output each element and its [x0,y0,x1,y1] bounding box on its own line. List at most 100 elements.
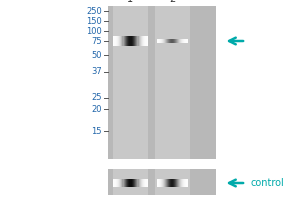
Bar [172,39,174,43]
Bar [142,36,143,46]
Bar [160,179,161,187]
Text: 100: 100 [86,26,102,36]
Bar [135,36,136,46]
Bar [125,36,126,46]
Bar [158,179,160,187]
Bar [121,179,123,187]
Bar [108,6,216,159]
Bar [164,179,166,187]
Bar [124,179,125,187]
Bar [187,179,188,187]
Bar [155,169,190,195]
Bar [184,39,185,43]
Bar [163,179,164,187]
Text: 37: 37 [91,68,102,76]
Bar [158,39,159,43]
Text: 20: 20 [92,105,102,114]
Bar [135,179,136,187]
Bar [182,179,184,187]
Bar [163,39,164,43]
Bar [161,39,163,43]
Bar [117,179,118,187]
Bar [113,36,115,46]
Bar [130,36,132,46]
Bar [167,179,169,187]
Bar [155,6,190,159]
Text: 25: 25 [92,94,102,102]
Bar [182,179,183,187]
Bar [137,36,139,46]
Text: 50: 50 [92,50,102,60]
Text: 75: 75 [92,36,102,46]
Bar [136,36,138,46]
Bar [172,179,173,187]
Bar [176,39,177,43]
Bar [139,36,140,46]
Bar [118,36,119,46]
Bar [179,39,181,43]
Bar [126,179,127,187]
Bar [113,179,115,187]
Bar [184,179,186,187]
Bar [178,179,179,187]
Text: 15: 15 [92,127,102,136]
Bar [179,179,181,187]
Bar [133,179,134,187]
Bar [169,179,170,187]
Bar [140,179,141,187]
Bar [147,36,148,46]
Bar [129,179,131,187]
Bar [172,39,173,43]
Bar [118,179,119,187]
Bar [132,179,133,187]
Bar [164,179,165,187]
Bar [181,179,182,187]
Bar [169,179,171,187]
Bar [139,179,140,187]
Bar [146,36,147,46]
Bar [178,179,180,187]
Bar [114,36,116,46]
Bar [121,36,123,46]
Bar [143,179,145,187]
Bar [134,36,135,46]
Text: 1: 1 [128,0,134,4]
Bar [167,39,169,43]
Bar [184,39,186,43]
Bar [134,179,135,187]
Bar [176,179,178,187]
Bar [178,39,179,43]
Bar [147,179,148,187]
Bar [169,39,170,43]
Bar [126,36,127,46]
Bar [129,36,131,46]
Bar [175,179,176,187]
Bar [158,39,160,43]
Bar [167,39,168,43]
Bar [144,179,146,187]
Bar [116,36,117,46]
Bar [166,39,167,43]
Bar [132,36,133,46]
Bar [124,36,125,46]
Bar [176,179,177,187]
Bar [185,39,187,43]
Bar [158,179,159,187]
Bar [172,179,174,187]
Bar [140,36,141,46]
Bar [114,179,116,187]
Bar [184,179,185,187]
Bar [113,169,148,195]
Bar [119,36,121,46]
Bar [178,39,180,43]
Bar [175,39,176,43]
Bar [113,6,148,159]
Bar [120,179,122,187]
Bar [122,179,124,187]
Bar [167,179,168,187]
Bar [127,179,128,187]
Bar [122,36,124,46]
Bar [161,179,163,187]
Bar [136,179,138,187]
Text: 250: 250 [86,6,102,16]
